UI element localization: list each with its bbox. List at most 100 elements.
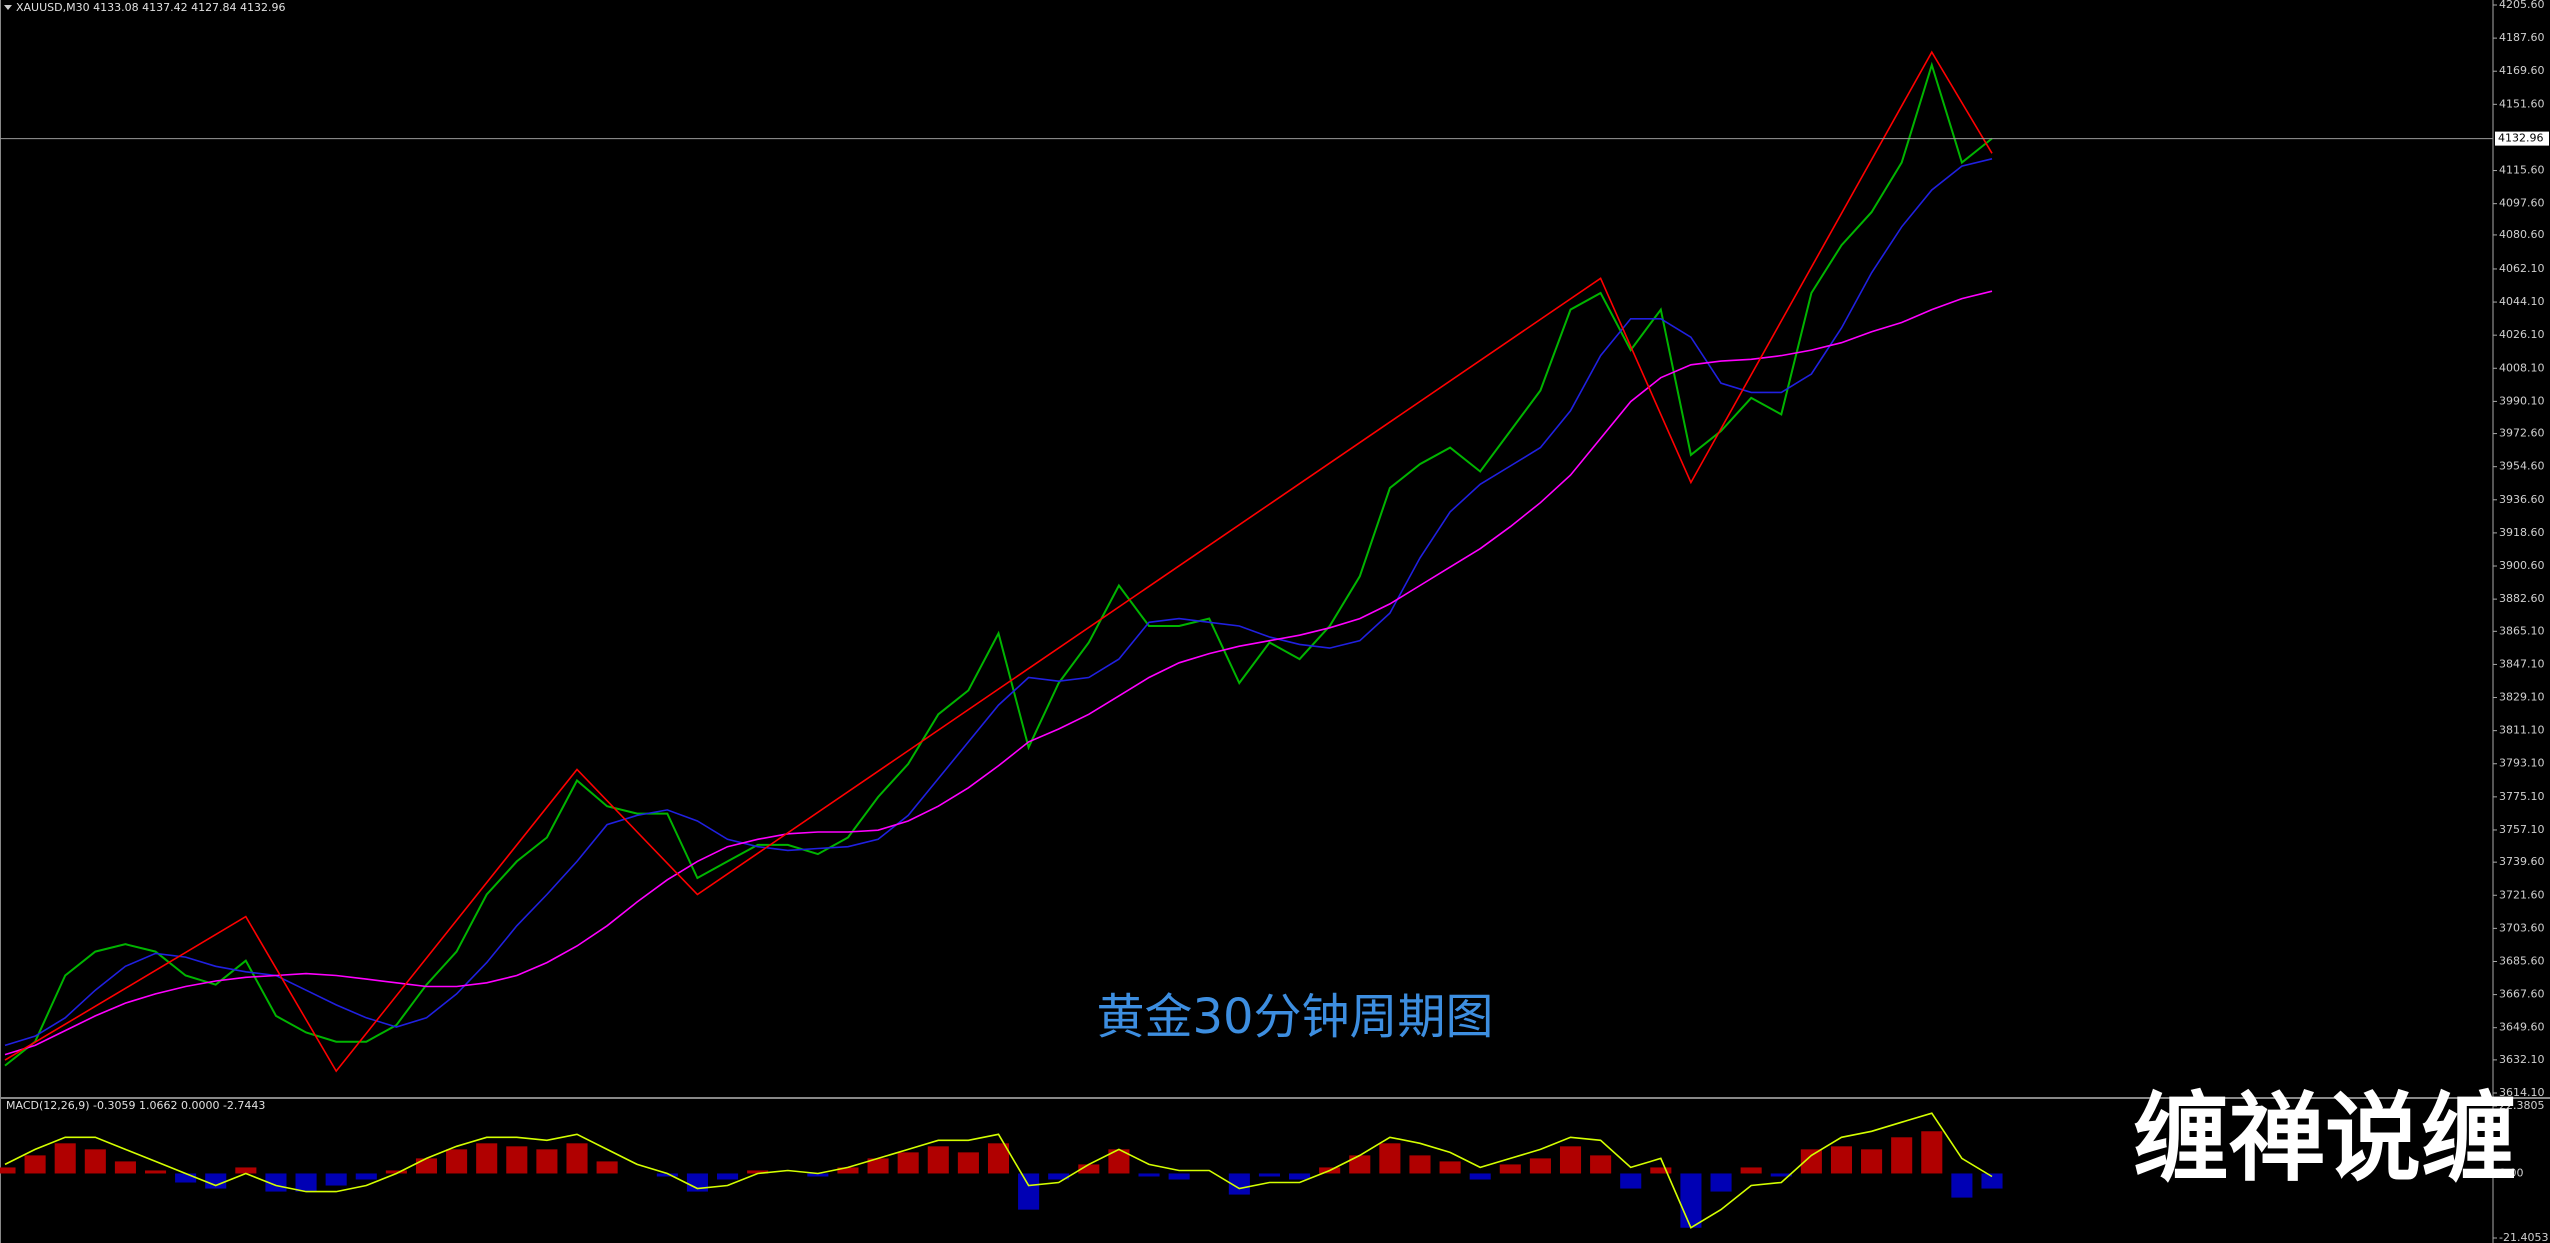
y-tick-label: 3632.10 [2499, 1053, 2545, 1066]
macd-bar [867, 1158, 889, 1174]
macd-bar [295, 1173, 317, 1192]
macd-bar [1078, 1164, 1100, 1174]
macd-bar [506, 1146, 528, 1174]
macd-bar [1258, 1173, 1280, 1177]
y-tick-label: 4187.60 [2499, 31, 2545, 44]
y-tick-label: 4115.60 [2499, 164, 2545, 177]
y-tick-label: 3847.10 [2499, 657, 2545, 670]
y-tick-label: 3811.10 [2499, 724, 2545, 737]
macd-bar [1559, 1146, 1582, 1174]
macd-bar [446, 1149, 468, 1174]
last-price-box [2495, 131, 2549, 146]
macd-bar [1620, 1173, 1642, 1189]
last-price-label: 4132.96 [2498, 132, 2544, 145]
menu-arrow[interactable] [4, 5, 12, 10]
macd-bar [717, 1173, 739, 1180]
y-tick-label: 3865.10 [2499, 624, 2545, 637]
y-tick-label: 22.3805 [2499, 1099, 2545, 1112]
macd-bar [325, 1173, 347, 1186]
macd-bar [1108, 1149, 1130, 1174]
macd-bar [837, 1167, 859, 1174]
macd-bar [807, 1173, 829, 1177]
macd-bar [1499, 1164, 1521, 1174]
macd-bar [1830, 1146, 1853, 1174]
macd-bar [1138, 1173, 1160, 1177]
macd-bar [1590, 1155, 1612, 1174]
macd-title: MACD(12,26,9) -0.3059 1.0662 0.0000 -2.7… [6, 1099, 265, 1112]
macd-bar [1349, 1155, 1371, 1174]
y-tick-label: 3614.10 [2499, 1086, 2545, 1099]
symbol-title: XAUUSD,M30 4133.08 4137.42 4127.84 4132.… [16, 1, 286, 14]
series-line [4, 158, 1993, 1047]
y-tick-label: 4205.60 [2499, 0, 2545, 11]
macd-bar [1228, 1173, 1250, 1195]
macd-bar [1861, 1149, 1883, 1174]
macd-bar [385, 1170, 407, 1174]
macd-bar [1439, 1161, 1461, 1174]
macd-bar [1951, 1173, 1973, 1198]
macd-line [4, 1112, 1993, 1229]
macd-bar [1891, 1137, 1913, 1174]
macd-bar [1981, 1173, 2003, 1189]
macd-bar [114, 1161, 136, 1174]
y-tick-label: 4062.10 [2499, 262, 2545, 275]
macd-bar [1710, 1173, 1732, 1192]
y-tick-label: 3918.60 [2499, 526, 2545, 539]
macd-bar [0, 1167, 16, 1174]
macd-bar [1379, 1143, 1401, 1174]
macd-bar [1800, 1149, 1822, 1174]
series-line [4, 50, 1993, 1073]
y-tick-label: 3649.60 [2499, 1021, 2545, 1034]
y-tick-label: 3793.10 [2499, 757, 2545, 770]
macd-bar [1168, 1173, 1190, 1180]
macd-bar [596, 1161, 618, 1174]
macd-bar [957, 1152, 979, 1174]
macd-bar [1048, 1173, 1070, 1180]
y-tick-label: 3936.60 [2499, 493, 2545, 506]
macd-bar [566, 1143, 588, 1174]
y-tick-label: 3990.10 [2499, 394, 2545, 407]
macd-bar [1680, 1173, 1702, 1228]
y-tick-label: 3703.60 [2499, 921, 2545, 934]
y-tick-label: -21.4053 [2499, 1231, 2548, 1243]
macd-bar [927, 1146, 949, 1174]
y-tick-label: 4026.10 [2499, 328, 2545, 341]
annotation: 黄金30分钟周期图 [1096, 989, 1493, 1045]
y-tick-label: 3954.60 [2499, 460, 2545, 473]
macd-bar [1740, 1167, 1762, 1174]
macd-bar [1770, 1173, 1792, 1177]
y-tick-label: 3721.60 [2499, 888, 2545, 901]
macd-bar [1409, 1155, 1431, 1174]
y-tick-label: 3775.10 [2499, 790, 2545, 803]
macd-bar [355, 1173, 377, 1180]
y-tick-label: 4008.10 [2499, 361, 2545, 374]
macd-bar [415, 1158, 438, 1174]
macd-bar [1529, 1158, 1551, 1174]
macd-bar [1289, 1173, 1311, 1180]
series-line [4, 61, 1993, 1067]
macd-bar [987, 1143, 1010, 1174]
y-tick-label: 4151.60 [2499, 97, 2545, 110]
y-tick-label: 3685.60 [2499, 954, 2545, 967]
y-tick-label: 3829.10 [2499, 691, 2545, 704]
y-tick-label: 0.00 [2499, 1166, 2524, 1179]
y-tick-label: 3900.60 [2499, 559, 2545, 572]
macd-bar [656, 1173, 678, 1177]
y-tick-label: 4097.60 [2499, 197, 2545, 210]
macd-bar [175, 1173, 197, 1183]
macd-bar [536, 1149, 558, 1174]
macd-bar [1921, 1131, 1943, 1174]
macd-bar [235, 1167, 257, 1174]
macd-bar [144, 1170, 167, 1174]
macd-bar [747, 1170, 769, 1174]
macd-bar [1469, 1173, 1491, 1180]
y-tick-label: 4080.60 [2499, 228, 2545, 241]
macd-bar [1650, 1167, 1672, 1174]
watermark: 缠禅说缠 [2133, 1082, 2517, 1194]
y-tick-label: 3882.60 [2499, 592, 2545, 605]
macd-bar [686, 1173, 708, 1192]
series-line [4, 290, 1993, 1056]
